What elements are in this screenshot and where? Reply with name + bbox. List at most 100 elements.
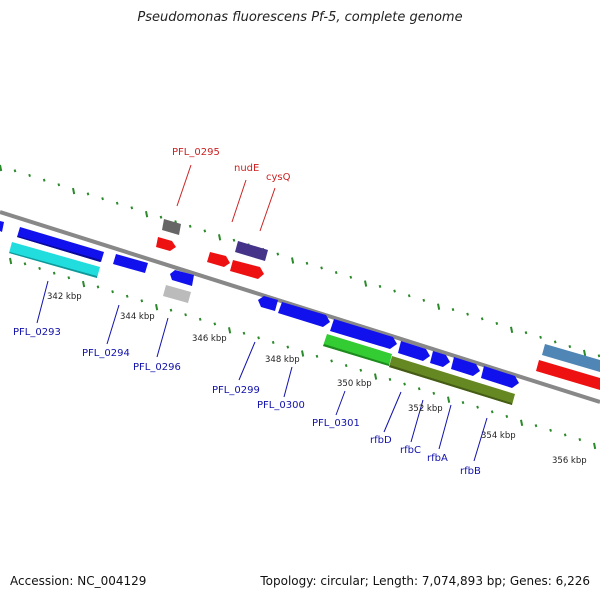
gene-arrow[interactable] bbox=[113, 254, 148, 273]
scale-label: 346 kbp bbox=[192, 334, 227, 344]
gene-arrow[interactable] bbox=[17, 227, 104, 262]
scale-label: 344 kbp bbox=[120, 312, 155, 322]
gene-arrow[interactable] bbox=[451, 357, 480, 376]
gene-label[interactable]: PFL_0296 bbox=[133, 362, 181, 373]
leader-line bbox=[231, 179, 247, 223]
minor-tick bbox=[422, 298, 426, 302]
gene-arrow[interactable] bbox=[430, 351, 450, 367]
major-tick bbox=[593, 442, 597, 450]
gene-features bbox=[0, 219, 600, 405]
major-tick bbox=[437, 303, 441, 310]
major-tick bbox=[0, 164, 3, 172]
minor-tick bbox=[495, 321, 499, 326]
minor-tick bbox=[276, 252, 280, 256]
gene-arrow[interactable] bbox=[389, 356, 515, 405]
gene-arrow[interactable] bbox=[481, 366, 519, 388]
minor-tick bbox=[349, 275, 353, 279]
label-leader-lines bbox=[36, 164, 488, 462]
gene-label[interactable]: rfbD bbox=[370, 435, 392, 446]
minor-tick bbox=[271, 340, 275, 345]
accession-text: Accession: NC_004129 bbox=[10, 574, 147, 588]
gene-arrow[interactable] bbox=[330, 319, 397, 349]
minor-tick bbox=[305, 261, 309, 265]
major-tick bbox=[447, 396, 451, 403]
gene-arrow[interactable] bbox=[542, 344, 600, 372]
scale-label: 356 kbp bbox=[552, 456, 587, 466]
minor-tick bbox=[461, 400, 465, 405]
minor-tick bbox=[524, 331, 528, 335]
gene-arrow[interactable] bbox=[0, 221, 4, 232]
minor-tick bbox=[184, 313, 187, 317]
scale-label: 354 kbp bbox=[481, 431, 516, 441]
minor-tick bbox=[188, 224, 192, 228]
minor-tick bbox=[242, 331, 246, 335]
top-gene-labels: PFL_0295 nudE cysQ bbox=[172, 147, 291, 183]
minor-tick bbox=[553, 340, 557, 344]
minor-tick bbox=[57, 183, 61, 187]
major-tick bbox=[72, 187, 76, 195]
gene-label[interactable]: rfbB bbox=[460, 466, 481, 477]
gene-label[interactable]: rfbA bbox=[427, 453, 448, 464]
bottom-gene-labels: PFL_0293 PFL_0294 PFL_0296 PFL_0299 PFL_… bbox=[13, 327, 481, 477]
major-tick bbox=[155, 304, 159, 311]
gene-arrow[interactable] bbox=[9, 252, 97, 278]
minor-tick bbox=[407, 294, 411, 298]
gene-label[interactable]: nudE bbox=[234, 163, 259, 174]
minor-tick bbox=[344, 363, 348, 368]
gene-arrow[interactable] bbox=[278, 302, 330, 327]
minor-tick bbox=[505, 414, 509, 419]
minor-tick bbox=[125, 294, 129, 298]
minor-tick bbox=[115, 201, 119, 205]
gene-label[interactable]: rfbC bbox=[400, 445, 421, 456]
major-tick bbox=[520, 419, 524, 426]
minor-tick bbox=[67, 276, 71, 280]
gene-label[interactable]: cysQ bbox=[266, 172, 291, 183]
gene-arrow[interactable] bbox=[17, 236, 101, 262]
leader-line bbox=[438, 404, 452, 450]
gene-arrow[interactable] bbox=[163, 285, 191, 303]
gene-label[interactable]: PFL_0301 bbox=[312, 418, 360, 429]
minor-tick bbox=[28, 173, 31, 178]
gene-arrow[interactable] bbox=[230, 260, 264, 279]
minor-tick bbox=[334, 270, 338, 275]
gene-arrow[interactable] bbox=[323, 334, 392, 366]
leader-line bbox=[238, 341, 256, 381]
gene-label[interactable]: PFL_0300 bbox=[257, 400, 305, 411]
minor-tick bbox=[213, 322, 217, 326]
gene-arrow[interactable] bbox=[156, 237, 176, 251]
leader-line bbox=[106, 304, 120, 345]
leader-line bbox=[383, 391, 402, 433]
leader-line bbox=[259, 187, 276, 232]
gene-arrow[interactable] bbox=[170, 270, 194, 286]
gene-arrow[interactable] bbox=[389, 365, 512, 405]
minor-tick bbox=[388, 377, 392, 382]
gene-arrow[interactable] bbox=[162, 219, 181, 235]
gene-label[interactable]: PFL_0295 bbox=[172, 147, 220, 158]
gene-label[interactable]: PFL_0293 bbox=[13, 327, 61, 338]
gene-arrow[interactable] bbox=[323, 344, 389, 366]
major-tick bbox=[583, 349, 587, 357]
minor-tick bbox=[578, 437, 582, 442]
minor-tick bbox=[359, 368, 363, 372]
gene-label[interactable]: PFL_0299 bbox=[212, 385, 260, 396]
minor-tick bbox=[315, 354, 319, 358]
minor-tick bbox=[13, 169, 17, 173]
outer-scale-ticks bbox=[0, 164, 600, 358]
leader-line bbox=[36, 280, 49, 324]
map-title: Pseudomonas fluorescens Pf-5, complete g… bbox=[137, 10, 463, 25]
gene-label[interactable]: PFL_0294 bbox=[82, 348, 130, 359]
major-tick bbox=[218, 234, 222, 241]
leader-line bbox=[410, 399, 424, 443]
gene-arrow[interactable] bbox=[9, 242, 100, 278]
scale-label: 348 kbp bbox=[265, 355, 300, 365]
minor-tick bbox=[101, 197, 104, 201]
major-tick bbox=[291, 257, 295, 264]
inner-scale-ticks bbox=[9, 257, 597, 450]
gene-arrow[interactable] bbox=[207, 252, 230, 267]
gene-arrow[interactable] bbox=[235, 241, 268, 261]
minor-tick bbox=[417, 387, 421, 391]
gene-arrow[interactable] bbox=[398, 341, 430, 361]
major-tick bbox=[364, 280, 368, 287]
gene-arrow[interactable] bbox=[258, 296, 278, 311]
gene-arrow[interactable] bbox=[536, 360, 600, 390]
